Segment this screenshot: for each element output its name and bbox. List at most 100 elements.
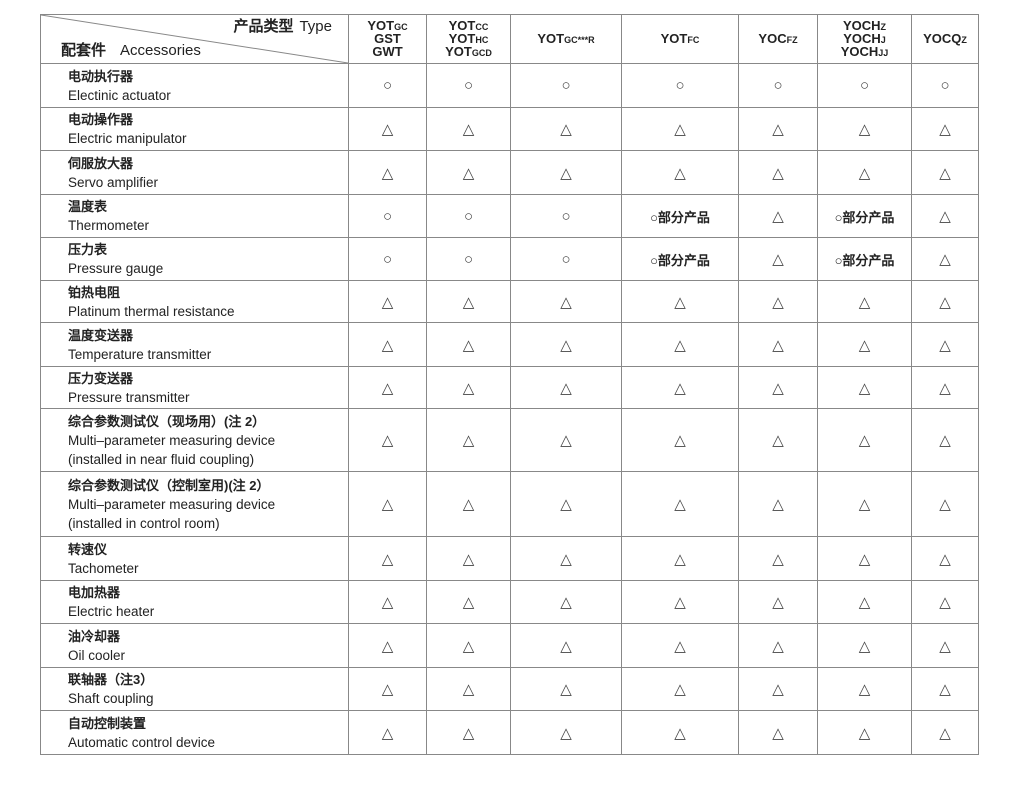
triangle-symbol: △	[738, 623, 818, 668]
triangle-symbol: △	[911, 194, 979, 238]
accessory-name-en: Temperature transmitter	[68, 346, 212, 362]
accessory-name-cn: 温度表	[68, 199, 108, 214]
triangle-symbol: △	[621, 107, 739, 151]
accessory-name-en: Electric heater	[68, 604, 155, 619]
model-suffix: FZ	[786, 34, 798, 45]
circle-symbol: ○	[510, 63, 622, 108]
model-name: YOCH	[840, 43, 879, 59]
model-column-header: YOTFC	[621, 14, 739, 64]
accessory-label: 电动操作器 Electric manipulator	[40, 107, 349, 151]
triangle-symbol: △	[738, 710, 818, 755]
accessory-label: 伺服放大器 Servo amplifier	[40, 150, 349, 195]
triangle-symbol: △	[738, 107, 818, 151]
triangle-symbol: △	[911, 710, 979, 755]
triangle-symbol: △	[510, 471, 622, 537]
model-column-header: YOCQZ	[911, 14, 979, 64]
triangle-symbol: △	[348, 623, 427, 668]
triangle-symbol: △	[911, 536, 979, 581]
triangle-symbol: △	[426, 536, 511, 581]
triangle-symbol: △	[738, 366, 818, 409]
circle-symbol: ○	[510, 194, 622, 238]
accessories-label-en: Accessories	[120, 42, 201, 59]
triangle-symbol: △	[738, 536, 818, 581]
accessory-name-en: Multi–parameter measuring device	[68, 496, 276, 512]
circle-symbol: ○	[426, 237, 511, 281]
model-name: YOCQ	[923, 30, 962, 46]
table-row: 伺服放大器 Servo amplifier △ △ △ △ △ △ △	[40, 150, 979, 195]
triangle-symbol: △	[817, 408, 912, 472]
accessories-table: 产品类型 Type 配套件 Accessories YOTGC GST GWT YOTCC…	[40, 14, 979, 755]
table-row: 联轴器（注3） Shaft coupling △ △ △ △ △ △ △	[40, 667, 979, 711]
accessory-name-cn: 电动操作器	[68, 112, 134, 127]
triangle-symbol: △	[911, 150, 979, 195]
accessory-name-en: (installed in control room)	[68, 515, 220, 531]
triangle-symbol: △	[738, 322, 818, 367]
accessory-label: 电加热器 Electric heater	[40, 580, 349, 624]
accessory-name-cn: 压力变送器	[68, 370, 134, 386]
triangle-symbol: △	[738, 194, 818, 238]
accessory-label: 转速仪 Tachometer	[40, 536, 349, 581]
table-row: 压力变送器 Pressure transmitter △ △ △ △ △ △ △	[40, 366, 979, 409]
triangle-symbol: △	[426, 580, 511, 624]
model-name: YOT	[448, 17, 476, 33]
triangle-symbol: △	[426, 623, 511, 668]
triangle-symbol: △	[817, 280, 912, 323]
triangle-symbol: △	[911, 623, 979, 668]
triangle-symbol: △	[510, 580, 622, 624]
accessory-name-cn: 电动执行器	[68, 68, 134, 84]
circle-symbol: ○	[510, 237, 622, 281]
triangle-symbol: △	[510, 667, 622, 711]
table-row: 综合参数测试仪（现场用）(注 2） Multi–parameter measuri…	[40, 408, 979, 472]
circle-symbol: ○	[911, 63, 979, 108]
triangle-symbol: △	[510, 366, 622, 409]
triangle-symbol: △	[348, 580, 427, 624]
model-column-header: YOTGC***R	[510, 14, 622, 64]
triangle-symbol: △	[426, 710, 511, 755]
triangle-symbol: △	[911, 366, 979, 409]
triangle-symbol: △	[426, 408, 511, 472]
triangle-symbol: △	[426, 366, 511, 409]
model-column-header: YOCHZ YOCHJ YOCHJJ	[817, 14, 912, 64]
triangle-symbol: △	[738, 237, 818, 281]
accessory-label: 压力表 Pressure gauge	[40, 237, 349, 281]
accessory-label: 铂热电阻 Platinum thermal resistance	[40, 280, 349, 323]
table-row: 转速仪 Tachometer △ △ △ △ △ △ △	[40, 536, 979, 581]
triangle-symbol: △	[348, 536, 427, 581]
circle-symbol: ○	[621, 63, 739, 108]
accessory-name-cn: 铂热电阻	[68, 284, 121, 300]
accessory-label: 联轴器（注3） Shaft coupling	[40, 667, 349, 711]
triangle-symbol: △	[510, 408, 622, 472]
triangle-symbol: △	[348, 667, 427, 711]
type-label: 产品类型 Type	[233, 18, 332, 35]
triangle-symbol: △	[738, 580, 818, 624]
model-column-header: YOCFZ	[738, 14, 818, 64]
circle-symbol: ○部分产品	[817, 237, 912, 281]
triangle-symbol: △	[911, 322, 979, 367]
accessory-name-en: (installed in near fluid coupling)	[68, 451, 255, 467]
table-row: 电加热器 Electric heater △ △ △ △ △ △ △	[40, 580, 979, 624]
triangle-symbol: △	[621, 580, 739, 624]
model-suffix: CC	[475, 21, 489, 32]
accessory-name-cn: 压力表	[68, 242, 108, 257]
triangle-symbol: △	[817, 667, 912, 711]
model-suffix: J	[880, 34, 886, 45]
type-label-cn: 产品类型	[233, 18, 294, 35]
accessory-label: 综合参数测试仪（现场用）(注 2） Multi–parameter measuri…	[40, 408, 349, 472]
triangle-symbol: △	[738, 280, 818, 323]
model-suffix: GC	[394, 21, 408, 32]
model-suffix: HC	[475, 34, 489, 45]
model-name: GST	[374, 30, 401, 46]
accessory-label: 温度表 Thermometer	[40, 194, 349, 238]
circle-symbol: ○部分产品	[621, 194, 739, 238]
circle-symbol: ○部分产品	[621, 237, 739, 281]
table-row: 油冷却器 Oil cooler △ △ △ △ △ △ △	[40, 623, 979, 668]
accessory-name-cn: 温度变送器	[68, 327, 134, 343]
triangle-symbol: △	[911, 237, 979, 281]
circle-symbol: ○部分产品	[817, 194, 912, 238]
model-name: YOCH	[842, 17, 881, 33]
triangle-symbol: △	[738, 150, 818, 195]
model-name: YOT	[367, 17, 395, 33]
accessory-name-cn: 综合参数测试仪（控制室用)(注 2）	[68, 477, 270, 493]
triangle-symbol: △	[510, 150, 622, 195]
model-suffix: GCD	[471, 47, 492, 58]
